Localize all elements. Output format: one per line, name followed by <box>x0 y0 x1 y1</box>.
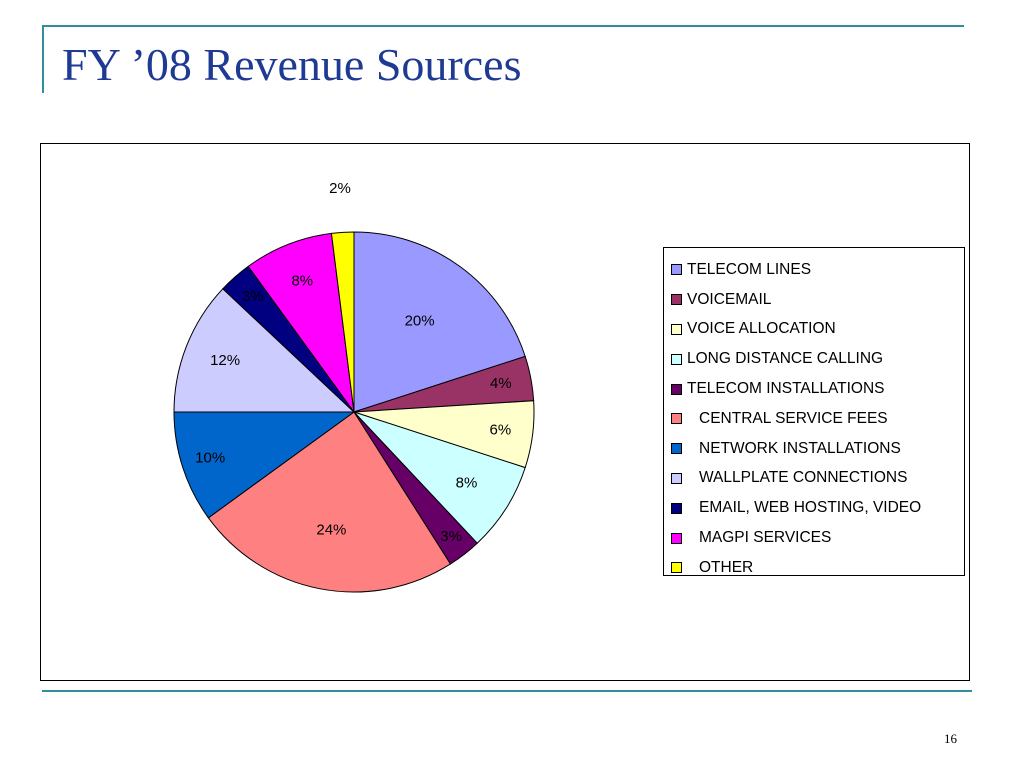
legend-label: VOICEMAIL <box>687 290 772 308</box>
pie-data-label-9: 8% <box>291 272 313 289</box>
pie-data-label-2: 6% <box>490 421 512 438</box>
legend-swatch <box>671 383 682 395</box>
legend-item: CENTRAL SERVICE FEES <box>664 404 964 434</box>
chart-legend: TELECOM LINES VOICEMAIL VOICE ALLOCATION LO… <box>663 247 965 576</box>
legend-item: WALLPLATE CONNECTIONS <box>664 464 964 494</box>
legend-item: TELECOM INSTALLATIONS <box>664 374 964 404</box>
title-accent-horizontal-rule <box>42 25 964 27</box>
pie-data-label-5: 24% <box>316 521 346 538</box>
pie-data-label-1: 4% <box>490 375 512 392</box>
legend-swatch <box>671 294 682 306</box>
legend-label: LONG DISTANCE CALLING <box>687 350 884 368</box>
legend-item: VOICEMAIL <box>664 285 964 315</box>
pie-data-label-6: 10% <box>195 450 225 467</box>
legend-label: NETWORK INSTALLATIONS <box>699 439 901 457</box>
legend-label: EMAIL, WEB HOSTING, VIDEO <box>699 499 922 517</box>
legend-label: TELECOM INSTALLATIONS <box>687 380 885 398</box>
legend-swatch <box>671 472 682 484</box>
pie-slice-5 <box>207 411 452 593</box>
pie-data-label-4: 3% <box>440 528 462 545</box>
slide-title: FY ’08 Revenue Sources <box>62 39 522 90</box>
legend-label: TELECOM LINES <box>687 260 812 278</box>
legend-item: EMAIL, WEB HOSTING, VIDEO <box>664 493 964 523</box>
legend-label: WALLPLATE CONNECTIONS <box>699 469 908 487</box>
pie-slice-3 <box>353 411 526 544</box>
pie-data-label-10: 2% <box>329 180 351 197</box>
pie-slice-6 <box>173 411 356 519</box>
pie-data-label-8: 3% <box>242 288 264 305</box>
legend-label: VOICE ALLOCATION <box>687 320 836 338</box>
legend-item: MAGPI SERVICES <box>664 523 964 553</box>
title-accent-vertical-rule <box>42 25 44 93</box>
legend-label: OTHER <box>699 558 754 576</box>
legend-item: TELECOM LINES <box>664 255 964 285</box>
pie-slice-7 <box>173 288 356 413</box>
pie-slice-10 <box>330 231 355 413</box>
chart-frame: 20% 4% 6% 8% 3% 24% 10% 12% 3% 8% 2% TELECOM LINES… <box>40 143 970 681</box>
pie-data-label-3: 8% <box>456 474 478 491</box>
legend-item: VOICE ALLOCATION <box>664 315 964 345</box>
page-number: 16 <box>944 731 957 746</box>
pie-chart: 20% 4% 6% 8% 3% 24% 10% 12% 3% 8% 2% <box>173 180 535 593</box>
legend-swatch <box>671 443 682 455</box>
legend-item: OTHER <box>664 553 964 583</box>
legend-swatch <box>671 532 682 544</box>
pie-slice-0 <box>353 231 526 413</box>
pie-data-label-0: 20% <box>405 313 435 330</box>
legend-swatch <box>671 502 682 514</box>
pie-data-label-7: 12% <box>210 352 240 369</box>
legend-swatch <box>671 562 682 574</box>
pie-slice-9 <box>247 232 355 413</box>
legend-swatch <box>671 413 682 425</box>
legend-item: LONG DISTANCE CALLING <box>664 344 964 374</box>
legend-label: MAGPI SERVICES <box>699 529 832 547</box>
legend-swatch <box>671 323 682 335</box>
legend-swatch <box>671 353 682 365</box>
legend-label: CENTRAL SERVICE FEES <box>699 409 888 427</box>
legend-item: NETWORK INSTALLATIONS <box>664 434 964 464</box>
legend-swatch <box>671 264 682 276</box>
footer-rule <box>42 690 972 692</box>
